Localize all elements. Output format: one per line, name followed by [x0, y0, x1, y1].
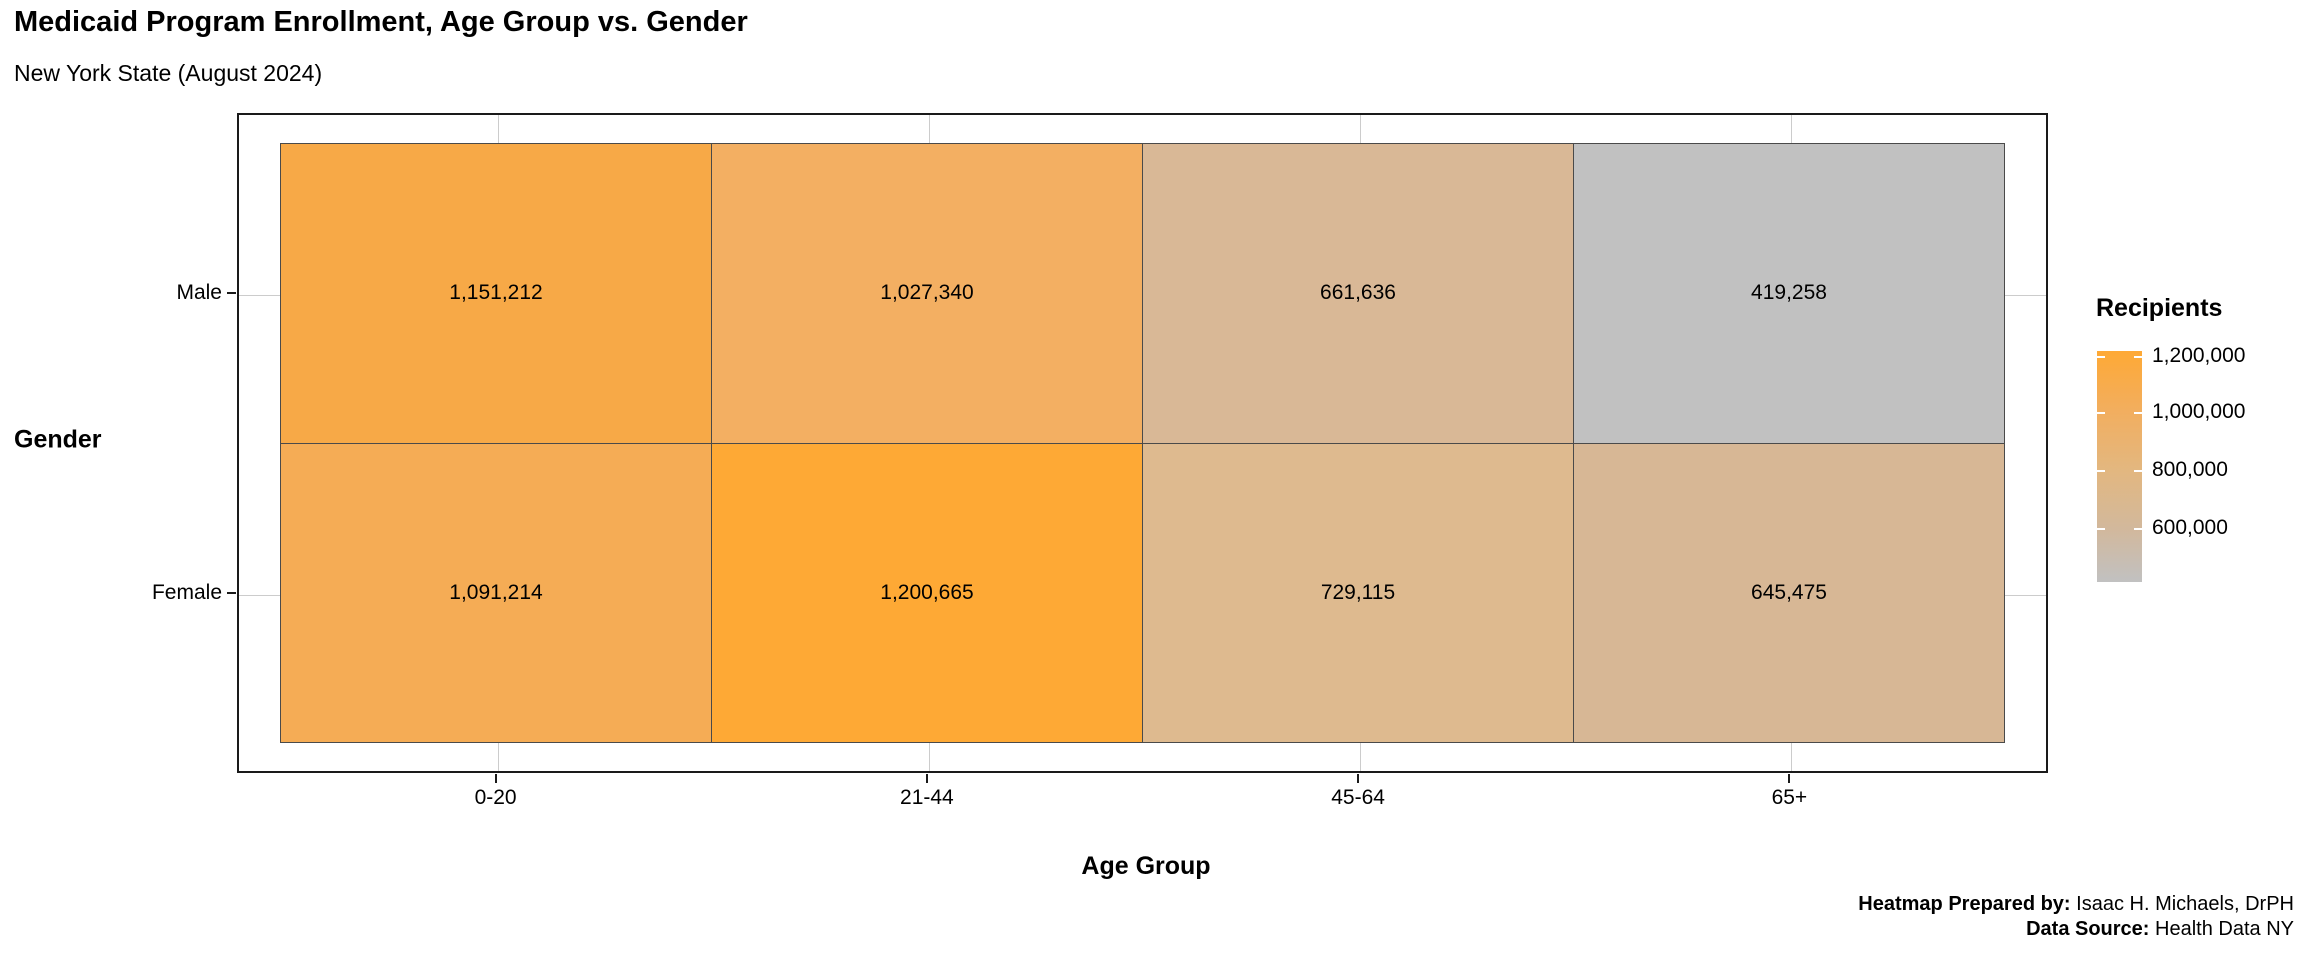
footer-credits: Heatmap Prepared by: Isaac H. Michaels, … — [1858, 893, 2294, 916]
legend-tick-left-1200000 — [2097, 356, 2105, 358]
x-tick-65+ — [1788, 774, 1791, 783]
x-tick-45-64 — [1357, 774, 1360, 783]
x-tick-label-21-44: 21-44 — [900, 786, 954, 809]
y-axis-title: Gender — [14, 425, 102, 454]
y-tick-label-female: Female — [151, 581, 222, 604]
x-tick-0-20 — [494, 774, 497, 783]
heatmap-cell-male-21-44: 1,027,340 — [712, 144, 1142, 443]
x-tick-label-45-64: 45-64 — [1331, 786, 1385, 809]
cell-value-label: 1,091,214 — [449, 580, 543, 604]
legend-tick-label-600000: 600,000 — [2152, 516, 2228, 539]
cell-value-label: 419,258 — [1751, 281, 1827, 305]
cell-value-label: 1,151,212 — [449, 281, 543, 305]
cell-value-label: 1,027,340 — [880, 281, 974, 305]
legend-tick-right-1000000 — [2134, 412, 2142, 414]
data-source-value: Health Data NY — [2155, 918, 2294, 940]
legend-tick-left-1000000 — [2097, 412, 2105, 414]
cell-value-label: 645,475 — [1751, 580, 1827, 604]
footer-source: Data Source: Health Data NY — [2026, 918, 2294, 941]
legend-tick-label-1000000: 1,000,000 — [2152, 400, 2246, 423]
x-tick-21-44 — [925, 774, 928, 783]
heatmap-cell-male-65+: 419,258 — [1574, 144, 2004, 443]
legend-tick-left-800000 — [2097, 470, 2105, 472]
legend-tick-left-600000 — [2097, 528, 2105, 530]
heatmap-cell-male-45-64: 661,636 — [1143, 144, 1573, 443]
data-source-label: Data Source: — [2026, 918, 2150, 940]
heatmap-cell-female-0-20: 1,091,214 — [281, 443, 711, 742]
heatmap-cell-male-0-20: 1,151,212 — [281, 144, 711, 443]
x-tick-label-65+: 65+ — [1771, 786, 1808, 809]
x-axis-title: Age Group — [1081, 852, 1211, 880]
legend-tick-right-1200000 — [2134, 356, 2142, 358]
y-tick-female — [227, 592, 236, 594]
prepared-by-value: Isaac H. Michaels, DrPH — [2076, 893, 2294, 915]
heatmap-cell-female-65+: 645,475 — [1574, 443, 2004, 742]
heatmap-cell-female-45-64: 729,115 — [1143, 443, 1573, 742]
y-tick-male — [227, 292, 236, 294]
heatmap-grid: 1,151,212 1,027,340 661,636 419,258 1,091,21… — [280, 143, 2005, 743]
legend-tick-label-1200000: 1,200,000 — [2152, 344, 2246, 367]
y-tick-label-male: Male — [176, 281, 222, 304]
chart-title: Medicaid Program Enrollment, Age Group v… — [14, 6, 748, 38]
legend-title: Recipients — [2096, 294, 2223, 322]
legend-tick-label-800000: 800,000 — [2152, 458, 2228, 481]
cell-value-label: 661,636 — [1320, 281, 1396, 305]
legend-gradient-bar — [2097, 351, 2142, 582]
x-tick-label-0-20: 0-20 — [474, 786, 517, 809]
prepared-by-label: Heatmap Prepared by: — [1858, 893, 2071, 915]
heatmap-cell-female-21-44: 1,200,665 — [712, 443, 1142, 742]
cell-value-label: 1,200,665 — [880, 580, 974, 604]
legend-tick-right-600000 — [2134, 528, 2142, 530]
cell-value-label: 729,115 — [1320, 580, 1396, 604]
chart-subtitle: New York State (August 2024) — [14, 60, 323, 86]
legend-tick-right-800000 — [2134, 470, 2142, 472]
